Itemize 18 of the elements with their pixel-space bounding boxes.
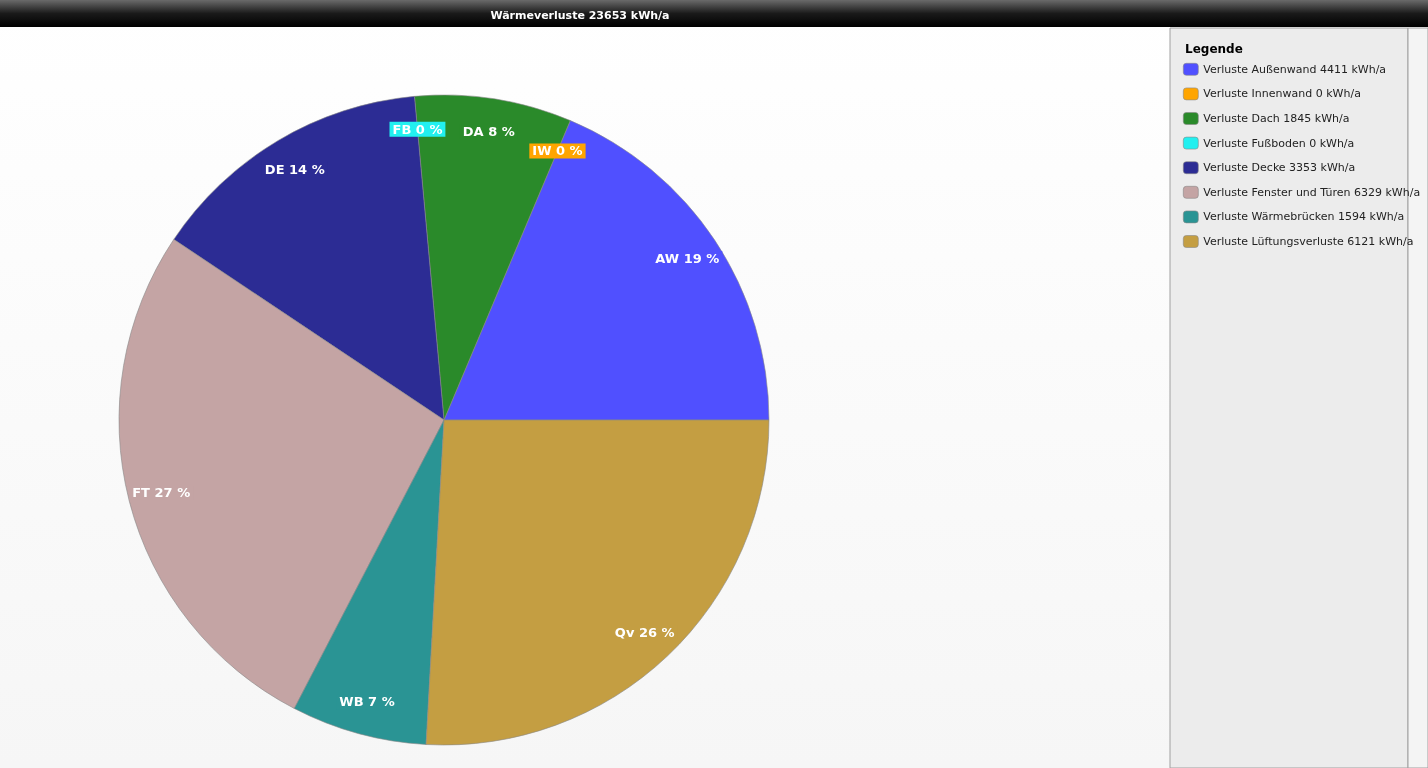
- legend-label: Verluste Fenster und Türen 6329 kWh/a: [1203, 185, 1421, 199]
- text: IW 0 %: [532, 143, 583, 159]
- chart-title: Wärmeverluste 23653 kWh/a: [490, 9, 670, 22]
- legend-label: Verluste Wärmebrücken 1594 kWh/a: [1203, 210, 1405, 224]
- legend-title: Legende: [1185, 42, 1243, 56]
- legend-label: Verluste Innenwand 0 kWh/a: [1203, 87, 1361, 101]
- legend-label: Verluste Dach 1845 kWh/a: [1203, 112, 1350, 125]
- text: FB 0 %: [392, 121, 443, 137]
- data-label: AW 19 %: [655, 251, 720, 267]
- data-label: Qv 26 %: [614, 624, 675, 640]
- data-label: WB 7 %: [339, 694, 395, 710]
- legend-label: Verluste Fußboden 0 kWh/a: [1203, 136, 1355, 150]
- legend-label: Verluste Lüftungsverluste 6121 kWh/a: [1203, 235, 1414, 248]
- data-label: FT 27 %: [132, 485, 191, 501]
- legend-label: Verluste Decke 3353 kWh/a: [1203, 161, 1356, 175]
- legend-label: Verluste Außenwand 4411 kWh/a: [1203, 62, 1387, 76]
- data-label: DE 14 %: [264, 161, 325, 177]
- data-label: DA 8 %: [462, 123, 515, 139]
